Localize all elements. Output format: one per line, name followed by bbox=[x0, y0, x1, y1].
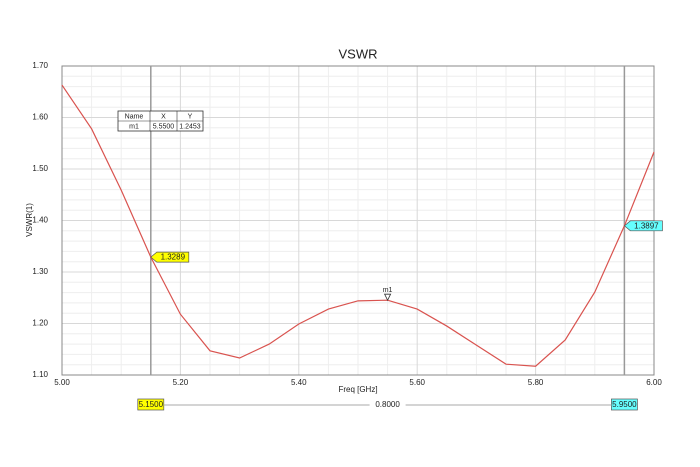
y-tick-label: 1.60 bbox=[32, 113, 48, 122]
cursor-flag bbox=[150, 251, 190, 263]
table-header: Y bbox=[188, 113, 193, 120]
x-tick-label: 6.00 bbox=[646, 378, 662, 387]
table-cell: 5.5500 bbox=[153, 123, 175, 130]
y-tick-label: 1.50 bbox=[32, 164, 48, 173]
x-tick-label: 5.60 bbox=[409, 378, 425, 387]
y-tick-label: 1.20 bbox=[32, 319, 48, 328]
data-line bbox=[61, 84, 655, 367]
y-axis-label: VSWR(1) bbox=[25, 203, 34, 237]
x-tick-label: 5.80 bbox=[528, 378, 544, 387]
table-cell: 1.2453 bbox=[179, 123, 201, 130]
cursor-value: 1.3897 bbox=[634, 221, 659, 230]
marker-name: m1 bbox=[383, 287, 393, 294]
x-tick-label: 5.20 bbox=[173, 378, 189, 387]
cursor-value: 1.3289 bbox=[161, 253, 186, 262]
marker-triangle bbox=[383, 293, 392, 302]
table-header: Name bbox=[125, 113, 144, 120]
y-tick-label: 1.30 bbox=[32, 267, 48, 276]
table-header: X bbox=[161, 113, 166, 120]
cursor-x-label: 5.9500 bbox=[612, 400, 637, 409]
x-axis-label: Freq [GHz] bbox=[338, 385, 377, 394]
table-cell: m1 bbox=[129, 123, 139, 130]
cursor-flag bbox=[623, 220, 663, 232]
x-tick-label: 5.00 bbox=[54, 378, 70, 387]
delta-bg bbox=[369, 400, 406, 410]
y-tick-label: 1.10 bbox=[32, 370, 48, 379]
x-tick-label: 5.40 bbox=[291, 378, 307, 387]
chart-title: VSWR bbox=[339, 46, 378, 61]
delta-label: 0.8000 bbox=[375, 400, 400, 409]
cursor-x-label: 5.1500 bbox=[139, 400, 164, 409]
y-tick-label: 1.70 bbox=[32, 61, 48, 70]
y-tick-label: 1.40 bbox=[32, 216, 48, 225]
